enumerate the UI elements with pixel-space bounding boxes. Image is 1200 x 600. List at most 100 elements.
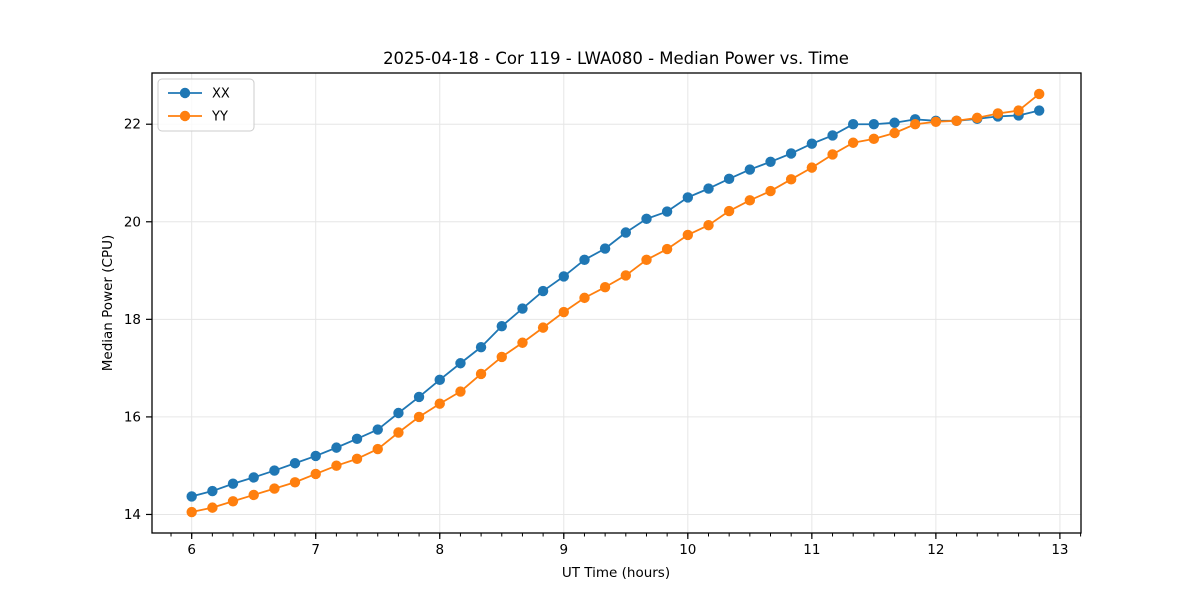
tick-layer: 6 7 8 9 10 11 12 13 14 16 18 20 22: [124, 117, 1082, 558]
series-xx-marker: [723, 173, 735, 185]
series-yy-marker: [579, 292, 590, 304]
legend-marker-sample: [179, 110, 191, 122]
y-tick-label: 22: [124, 117, 141, 133]
series-xx-marker: [558, 271, 569, 282]
series-xx-marker: [475, 341, 487, 353]
series-xx-marker: [599, 243, 611, 254]
series-yy-marker: [393, 427, 404, 438]
series-xx-marker: [248, 472, 259, 483]
series-yy-marker: [558, 306, 569, 318]
series-xx-marker: [868, 119, 880, 130]
series-xx-marker: [310, 450, 321, 462]
y-tick-label: 20: [124, 214, 141, 230]
series-yy-marker: [703, 219, 714, 231]
series-xx-marker: [186, 491, 197, 502]
series-yy-marker: [496, 351, 507, 363]
x-tick-label: 10: [679, 542, 696, 558]
series-xx-marker: [847, 119, 859, 130]
series-yy-marker: [951, 115, 962, 127]
legend: XX YY: [157, 78, 255, 132]
x-tick-label: 6: [187, 542, 196, 558]
x-tick-label: 11: [803, 542, 820, 558]
series-yy-marker: [537, 322, 549, 333]
series-yy-marker: [682, 229, 694, 241]
grid-layer: [152, 73, 1081, 533]
series-yy-marker: [909, 119, 921, 130]
series-xx-marker: [496, 320, 507, 332]
series-yy-marker: [434, 398, 445, 409]
series-xx-marker: [351, 433, 363, 445]
series-yy-marker: [413, 411, 425, 423]
series-xx-marker: [703, 183, 714, 194]
chart-title: 2025-04-18 - Cor 119 - LWA080 - Median P…: [383, 49, 849, 68]
series-xx-marker: [661, 206, 673, 217]
series-xx-marker: [579, 254, 590, 266]
x-tick-label: 9: [559, 542, 568, 558]
legend-item-label: XX: [212, 87, 230, 102]
series-yy-marker: [723, 205, 735, 217]
series-yy-marker: [207, 502, 218, 513]
x-tick-label: 8: [435, 542, 444, 558]
series-yy-marker: [351, 453, 363, 465]
series-xx-marker: [682, 192, 694, 203]
series-yy-marker: [599, 281, 611, 293]
series-xx-marker: [785, 148, 797, 159]
series-xx-marker: [537, 285, 549, 297]
series-yy-marker: [455, 386, 466, 397]
series-yy-marker: [785, 174, 797, 185]
plot-border: [151, 72, 1082, 534]
series-xx-marker: [227, 478, 239, 489]
series-yy-marker: [868, 133, 880, 145]
x-axis-label: UT Time (hours): [562, 565, 670, 581]
series-yy-marker: [992, 108, 1004, 119]
series-yy-marker: [310, 468, 321, 480]
series-xx-marker: [517, 303, 528, 314]
series-xx-marker: [331, 442, 342, 453]
series-yy-marker: [269, 483, 280, 494]
series-xx-marker: [372, 424, 383, 435]
x-tick-label: 7: [311, 542, 320, 558]
series-yy-marker: [517, 337, 528, 348]
series-yy-marker: [971, 112, 983, 124]
series-xx-marker: [207, 485, 218, 497]
y-axis-label: Median Power (CPU): [100, 235, 116, 371]
series-yy-marker: [1034, 88, 1045, 100]
y-tick-label: 14: [124, 507, 141, 523]
series-yy-marker: [331, 460, 342, 471]
series-xx-marker: [269, 465, 280, 476]
series-yy-marker: [744, 195, 756, 206]
y-tick-label: 16: [124, 409, 141, 425]
series-yy-marker: [889, 127, 900, 139]
x-tick-label: 12: [927, 542, 944, 558]
series-yy-marker: [661, 243, 673, 255]
series-xx-marker: [620, 227, 632, 238]
series-xx-marker: [806, 138, 818, 149]
series-yy-marker: [930, 116, 942, 127]
series-xx-marker: [413, 391, 425, 403]
series-xx-marker: [889, 117, 900, 128]
series-xx-marker: [289, 458, 301, 469]
series-yy-marker: [248, 489, 259, 501]
series-yy-marker: [765, 185, 776, 197]
series-yy-marker: [827, 149, 838, 160]
series-yy-marker: [289, 477, 301, 488]
legend-item-label: YY: [211, 110, 228, 125]
series-yy-marker: [227, 496, 239, 507]
series-yy-marker: [620, 270, 632, 281]
axes-spines: [151, 72, 1082, 534]
series-xx-marker: [455, 358, 466, 369]
series-yy-marker: [1013, 105, 1024, 116]
series-xx-marker: [1034, 105, 1045, 116]
series-xx-marker: [393, 407, 404, 419]
series-yy-marker: [372, 443, 383, 455]
series-layer: [186, 88, 1045, 518]
series-xx-marker: [827, 130, 838, 141]
series-yy-marker: [186, 506, 197, 518]
series-yy-marker: [847, 137, 859, 148]
legend-marker-sample: [179, 87, 191, 99]
y-tick-label: 18: [124, 312, 141, 328]
legend-box: [157, 78, 255, 132]
series-xx-marker: [434, 374, 445, 386]
